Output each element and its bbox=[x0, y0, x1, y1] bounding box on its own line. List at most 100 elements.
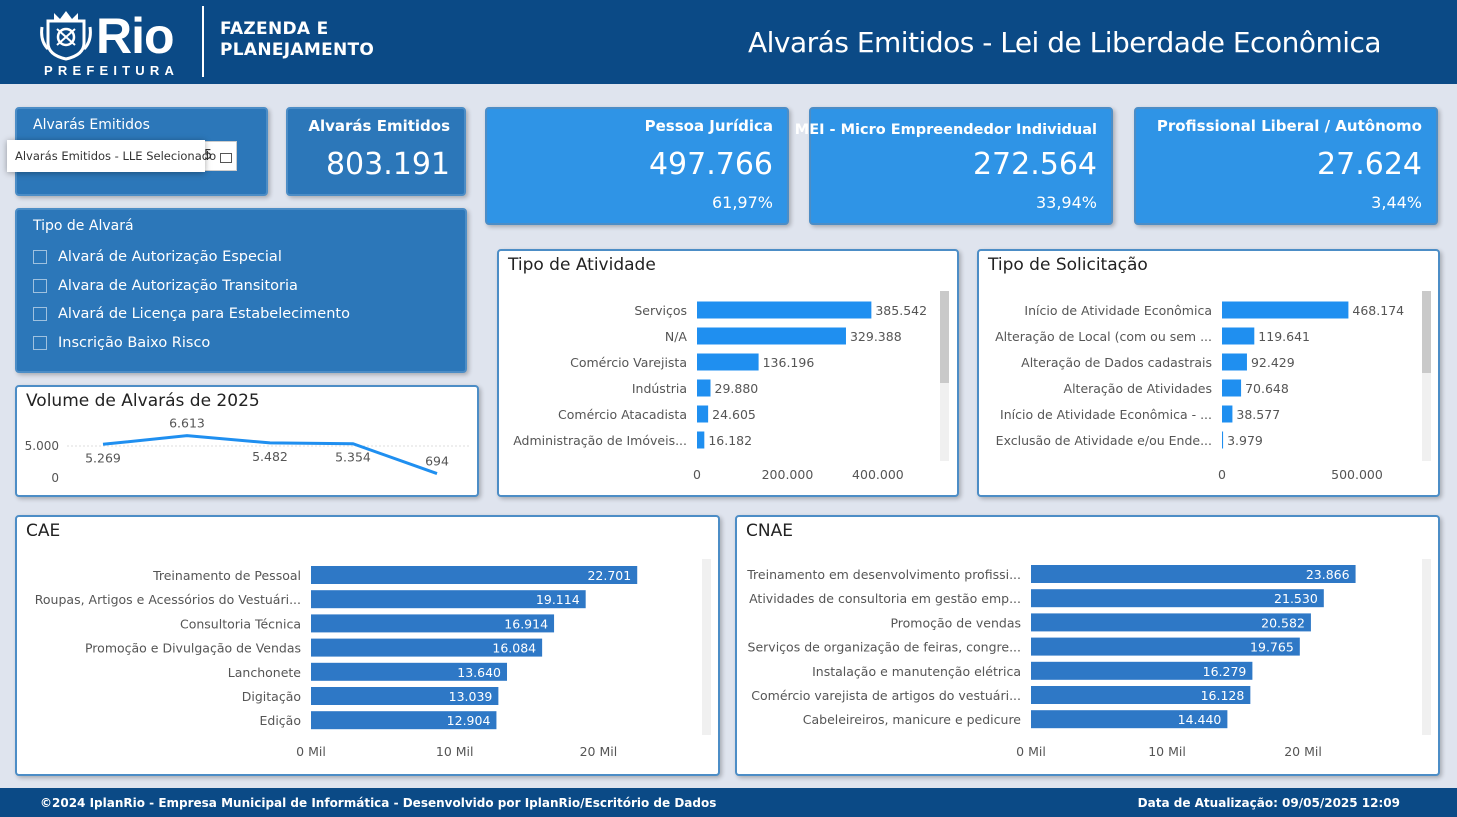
chart-title: CAE bbox=[26, 521, 61, 541]
category-label: Roupas, Artigos e Acessórios do Vestuári… bbox=[35, 592, 301, 607]
x-tick-label: 0 bbox=[693, 467, 701, 482]
category-label: N/A bbox=[665, 329, 688, 344]
page-title: Alvarás Emitidos - Lei de Liberdade Econ… bbox=[748, 26, 1382, 59]
chart-title: CNAE bbox=[746, 521, 793, 541]
data-label: 16.914 bbox=[504, 616, 548, 631]
bar bbox=[311, 614, 555, 633]
data-label: 12.904 bbox=[447, 713, 491, 728]
solicitacao-chart-panel: Tipo de Solicitação Início de Atividade … bbox=[977, 249, 1440, 497]
x-tick-label: 200.000 bbox=[762, 467, 814, 482]
kpi-percent: 3,44% bbox=[1371, 193, 1422, 212]
kpi-value: 497.766 bbox=[648, 147, 773, 182]
bar bbox=[1031, 589, 1324, 608]
data-label: 5.269 bbox=[85, 450, 121, 465]
bar bbox=[697, 405, 709, 423]
bar bbox=[1031, 565, 1356, 583]
category-label: Alteração de Atividades bbox=[1064, 381, 1212, 396]
category-label: Treinamento de Pessoal bbox=[152, 568, 301, 583]
kpi-value: 272.564 bbox=[972, 147, 1097, 182]
date-input-value: 5 bbox=[204, 148, 212, 163]
volume-line-chart: 0 5.000 5.269 6.613 5.482 5.354 694 bbox=[25, 416, 469, 485]
y-tick-label: 5.000 bbox=[25, 439, 59, 453]
data-label: 19.765 bbox=[1250, 640, 1294, 655]
option-label: Alvara de Autorização Transitoria bbox=[58, 278, 298, 294]
category-label: Indústria bbox=[632, 381, 687, 396]
checkbox[interactable] bbox=[33, 336, 47, 350]
data-label: 38.577 bbox=[1236, 407, 1280, 422]
option-label: Alvará de Autorização Especial bbox=[58, 249, 282, 265]
bar bbox=[697, 327, 846, 345]
category-label: Edição bbox=[260, 713, 302, 728]
bar bbox=[1222, 327, 1255, 345]
org-name: FAZENDA E PLANEJAMENTO bbox=[220, 19, 374, 61]
kpi-card-total: Alvarás Emitidos 803.191 bbox=[286, 107, 466, 196]
header-bar: Rio PREFEITURA FAZENDA E PLANEJAMENTO Al… bbox=[0, 0, 1457, 84]
kpi-percent: 33,94% bbox=[1035, 193, 1097, 212]
x-tick-label: 500.000 bbox=[1331, 467, 1383, 482]
kpi-label: Pessoa Jurídica bbox=[644, 117, 773, 135]
chart-title: Tipo de Atividade bbox=[508, 255, 656, 275]
kpi-label: MEI - Micro Empreendedor Individual bbox=[794, 122, 1097, 138]
tipo-alvara-option[interactable]: Alvará de Autorização Especial bbox=[33, 246, 282, 268]
scrollbar[interactable] bbox=[1422, 291, 1431, 461]
checkbox[interactable] bbox=[33, 307, 47, 321]
bar bbox=[311, 662, 508, 681]
scrollbar-thumb[interactable] bbox=[940, 291, 949, 383]
data-label: 6.613 bbox=[169, 416, 205, 431]
data-label: 24.605 bbox=[712, 407, 756, 422]
category-label: Digitação bbox=[242, 689, 301, 704]
bar bbox=[1031, 686, 1251, 704]
cnae-chart-panel: CNAE Treinamento em desenvolvimento prof… bbox=[735, 515, 1440, 776]
data-label: 468.174 bbox=[1352, 303, 1404, 318]
x-tick-label: 20 Mil bbox=[1284, 744, 1322, 759]
category-label: Cabeleireiros, manicure e pedicure bbox=[803, 712, 1022, 727]
category-label: Lanchonete bbox=[228, 665, 302, 680]
category-label: Comércio Varejista bbox=[570, 355, 687, 370]
bar bbox=[1222, 379, 1242, 397]
y-tick-label: 0 bbox=[51, 471, 59, 485]
bar bbox=[1222, 353, 1247, 371]
bar bbox=[311, 711, 497, 730]
kpi-value: 27.624 bbox=[1317, 147, 1422, 182]
data-label: 14.440 bbox=[1178, 712, 1222, 727]
kpi-value: 803.191 bbox=[325, 147, 450, 182]
date-slicer-title: Alvarás Emitidos bbox=[33, 117, 150, 133]
data-label: 23.866 bbox=[1306, 567, 1350, 582]
data-label: 13.039 bbox=[449, 689, 493, 704]
footer-update-date: Data de Atualização: 09/05/2025 12:09 bbox=[1137, 796, 1400, 810]
data-label: 5.354 bbox=[335, 450, 371, 465]
calendar-icon[interactable] bbox=[220, 153, 232, 163]
scrollbar[interactable] bbox=[1422, 559, 1431, 735]
data-label: 20.582 bbox=[1261, 615, 1305, 630]
bar bbox=[311, 590, 586, 609]
data-label: 92.429 bbox=[1251, 355, 1295, 370]
tipo-alvara-option[interactable]: Alvara de Autorização Transitoria bbox=[33, 275, 298, 297]
category-label: Alteração de Local (com ou sem ... bbox=[995, 329, 1212, 344]
bar bbox=[697, 379, 711, 397]
solicitacao-bar-chart: Início de Atividade Econômica 468.174 Alte… bbox=[995, 301, 1404, 482]
checkbox[interactable] bbox=[33, 250, 47, 264]
category-label: Promoção de vendas bbox=[890, 615, 1021, 630]
category-label: Administração de Imóveis... bbox=[513, 433, 687, 448]
scrollbar[interactable] bbox=[702, 559, 711, 735]
bar bbox=[1222, 405, 1233, 423]
tipo-alvara-option[interactable]: Alvará de Licença para Estabelecimento bbox=[33, 303, 350, 325]
checkbox[interactable] bbox=[33, 279, 47, 293]
option-label: Alvará de Licença para Estabelecimento bbox=[58, 306, 350, 322]
data-label: 16.279 bbox=[1203, 664, 1247, 679]
bar bbox=[697, 431, 705, 449]
x-tick-label: 0 bbox=[1218, 467, 1226, 482]
bar bbox=[697, 301, 872, 319]
bar bbox=[697, 353, 759, 371]
x-tick-label: 10 Mil bbox=[1148, 744, 1186, 759]
tipo-alvara-option[interactable]: Inscrição Baixo Risco bbox=[33, 332, 210, 354]
scrollbar-thumb[interactable] bbox=[1422, 291, 1431, 373]
bar bbox=[1222, 431, 1224, 449]
category-label: Comércio Atacadista bbox=[558, 407, 687, 422]
category-label: Alteração de Dados cadastrais bbox=[1021, 355, 1212, 370]
bar bbox=[1031, 613, 1311, 632]
category-label: Serviços de organização de feiras, congr… bbox=[748, 640, 1021, 655]
logo-divider bbox=[202, 6, 204, 77]
kpi-label: Profissional Liberal / Autônomo bbox=[1156, 117, 1422, 135]
footer-bar: ©2024 IplanRio - Empresa Municipal de In… bbox=[0, 788, 1457, 817]
